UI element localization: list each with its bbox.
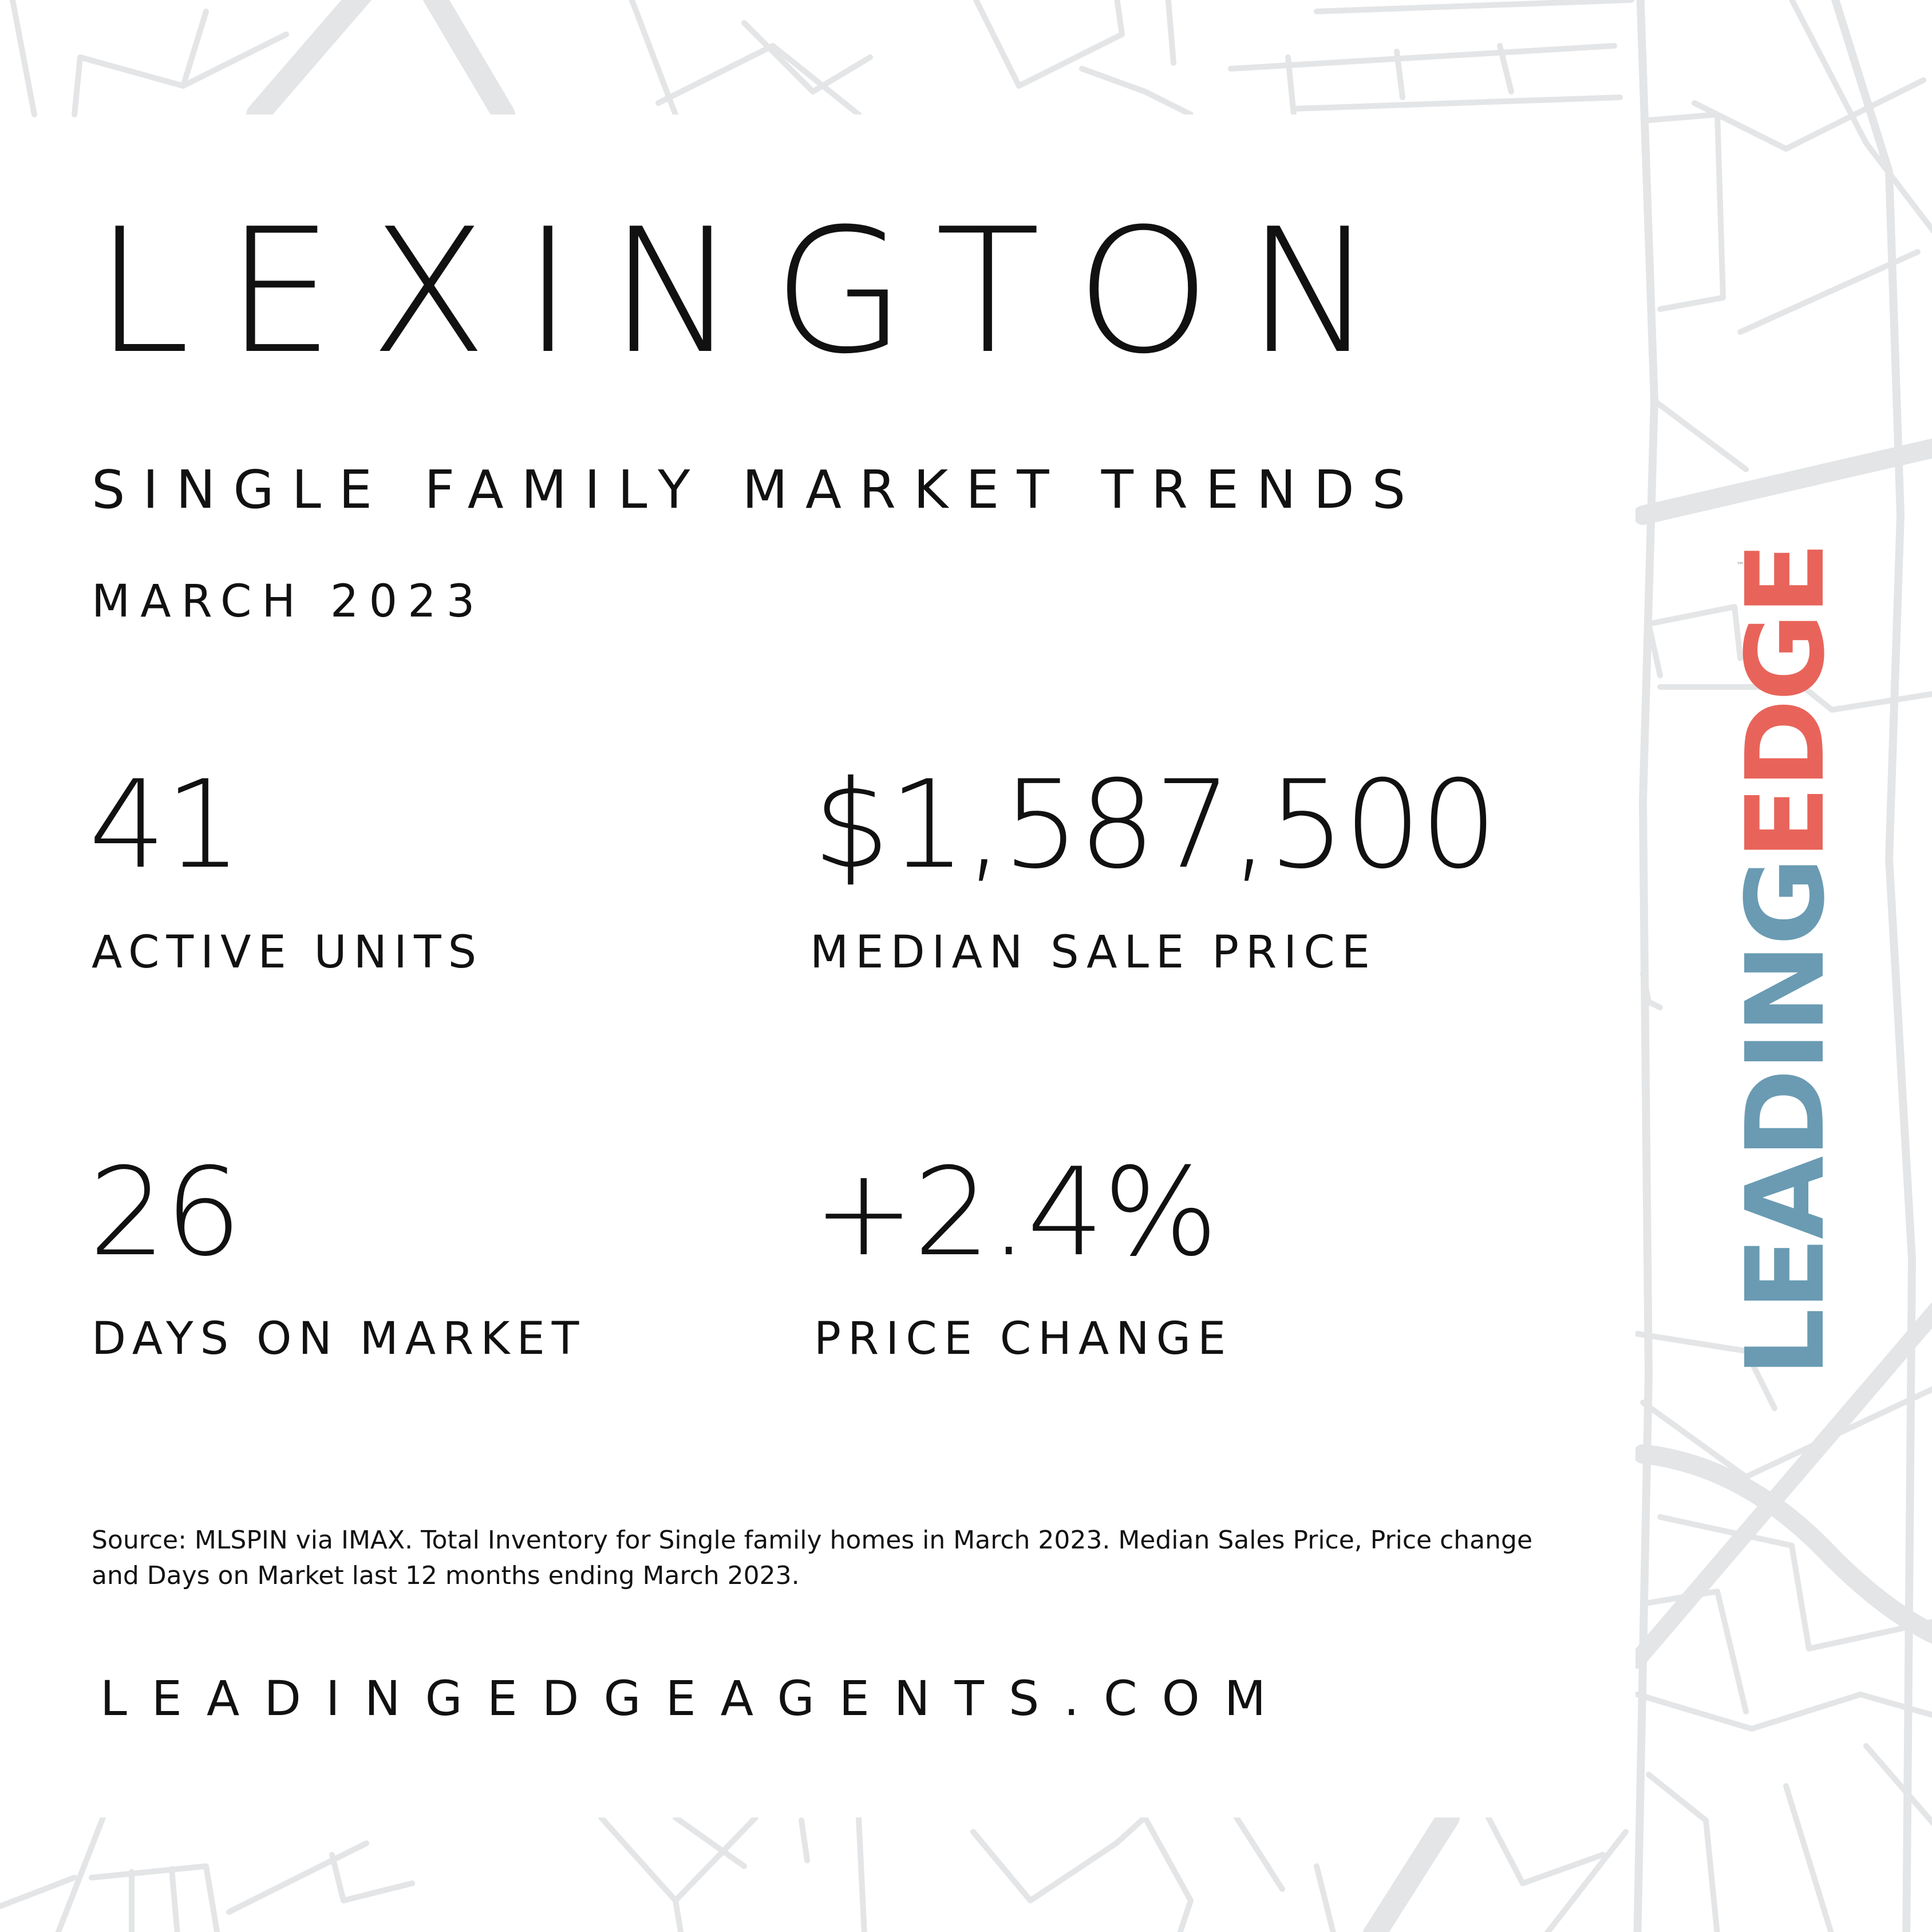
price-change-label: PRICE CHANGE — [814, 1313, 1233, 1365]
trademark-mark: ™ — [1736, 561, 1744, 570]
median-sale-price-value: $1,587,500 — [813, 754, 1498, 895]
report-subtitle: SINGLE FAMILY MARKET TRENDS — [92, 459, 1424, 520]
active-units-label: ACTIVE UNITS — [92, 927, 484, 978]
content-card — [77, 114, 1635, 1818]
city-title: LEXINGTON — [94, 192, 1411, 392]
leading-edge-logo: LEADINGEDGE — [1723, 544, 1848, 1377]
active-units-value: 41 — [89, 754, 242, 895]
price-change-value: +2.4% — [813, 1141, 1218, 1283]
logo-wordmark: LEADINGEDGE — [1723, 544, 1848, 1377]
median-sale-price-label: MEDIAN SALE PRICE — [810, 927, 1377, 978]
source-footnote: Source: MLSPIN via IMAX. Total Inventory… — [92, 1526, 1533, 1590]
logo-edge-text: EDGE — [1723, 544, 1848, 860]
days-on-market-label: DAYS ON MARKET — [92, 1313, 586, 1365]
website-url: LEADINGEDGEAGENTS.COM — [100, 1670, 1291, 1726]
report-period: MARCH 2023 — [92, 576, 485, 627]
logo-leading-text: LEADING — [1723, 859, 1848, 1377]
days-on-market-value: 26 — [89, 1141, 242, 1283]
